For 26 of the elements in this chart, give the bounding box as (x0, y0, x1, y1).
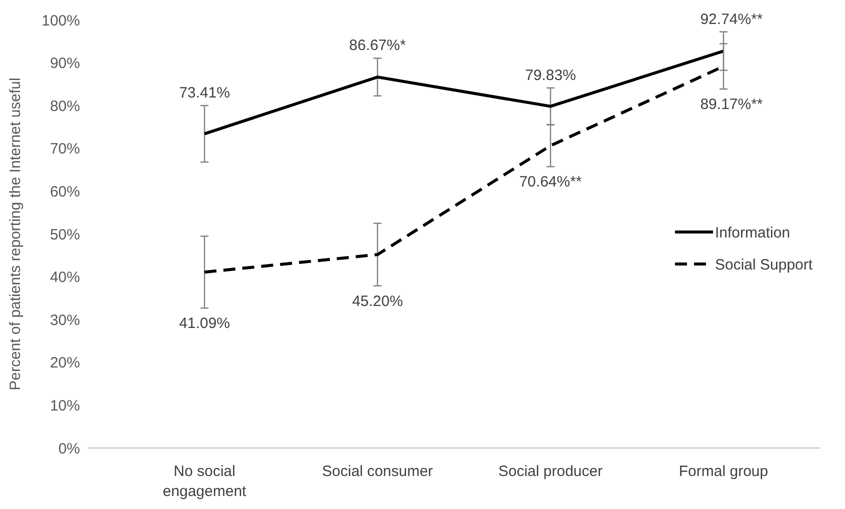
y-tick-label: 100% (42, 12, 80, 30)
y-tick-label: 90% (50, 55, 80, 72)
y-tick-label: 10% (50, 397, 80, 414)
data-label: 70.64%** (519, 174, 582, 191)
y-tick-label: 40% (50, 269, 80, 286)
data-label: 79.83% (525, 66, 576, 84)
y-tick-label: 20% (50, 354, 80, 372)
data-label: 92.74%** (700, 10, 763, 28)
y-tick-label: 80% (50, 98, 80, 115)
y-tick-label: 70% (50, 140, 80, 158)
x-tick-label: Formal group (678, 463, 768, 480)
data-label: 45.20% (352, 292, 403, 310)
data-label: 41.09% (179, 315, 230, 332)
y-axis-title: Percent of patients reporting the Internet useful (7, 78, 24, 390)
y-tick-label: 60% (50, 183, 80, 200)
x-tick-label: Social consumer (322, 463, 433, 480)
y-tick-label: 30% (50, 312, 80, 329)
data-label: 73.41% (179, 84, 230, 102)
legend-label: Social Support (715, 256, 814, 274)
y-tick-label: 50% (50, 226, 80, 244)
x-tick-label: No social engagement (162, 463, 248, 500)
x-tick-label: Social producer (498, 463, 603, 480)
y-tick-label: 0% (58, 440, 80, 458)
data-label: 89.17%** (700, 96, 763, 114)
legend-label: Information (715, 224, 790, 242)
data-label: 86.67%* (349, 37, 406, 54)
